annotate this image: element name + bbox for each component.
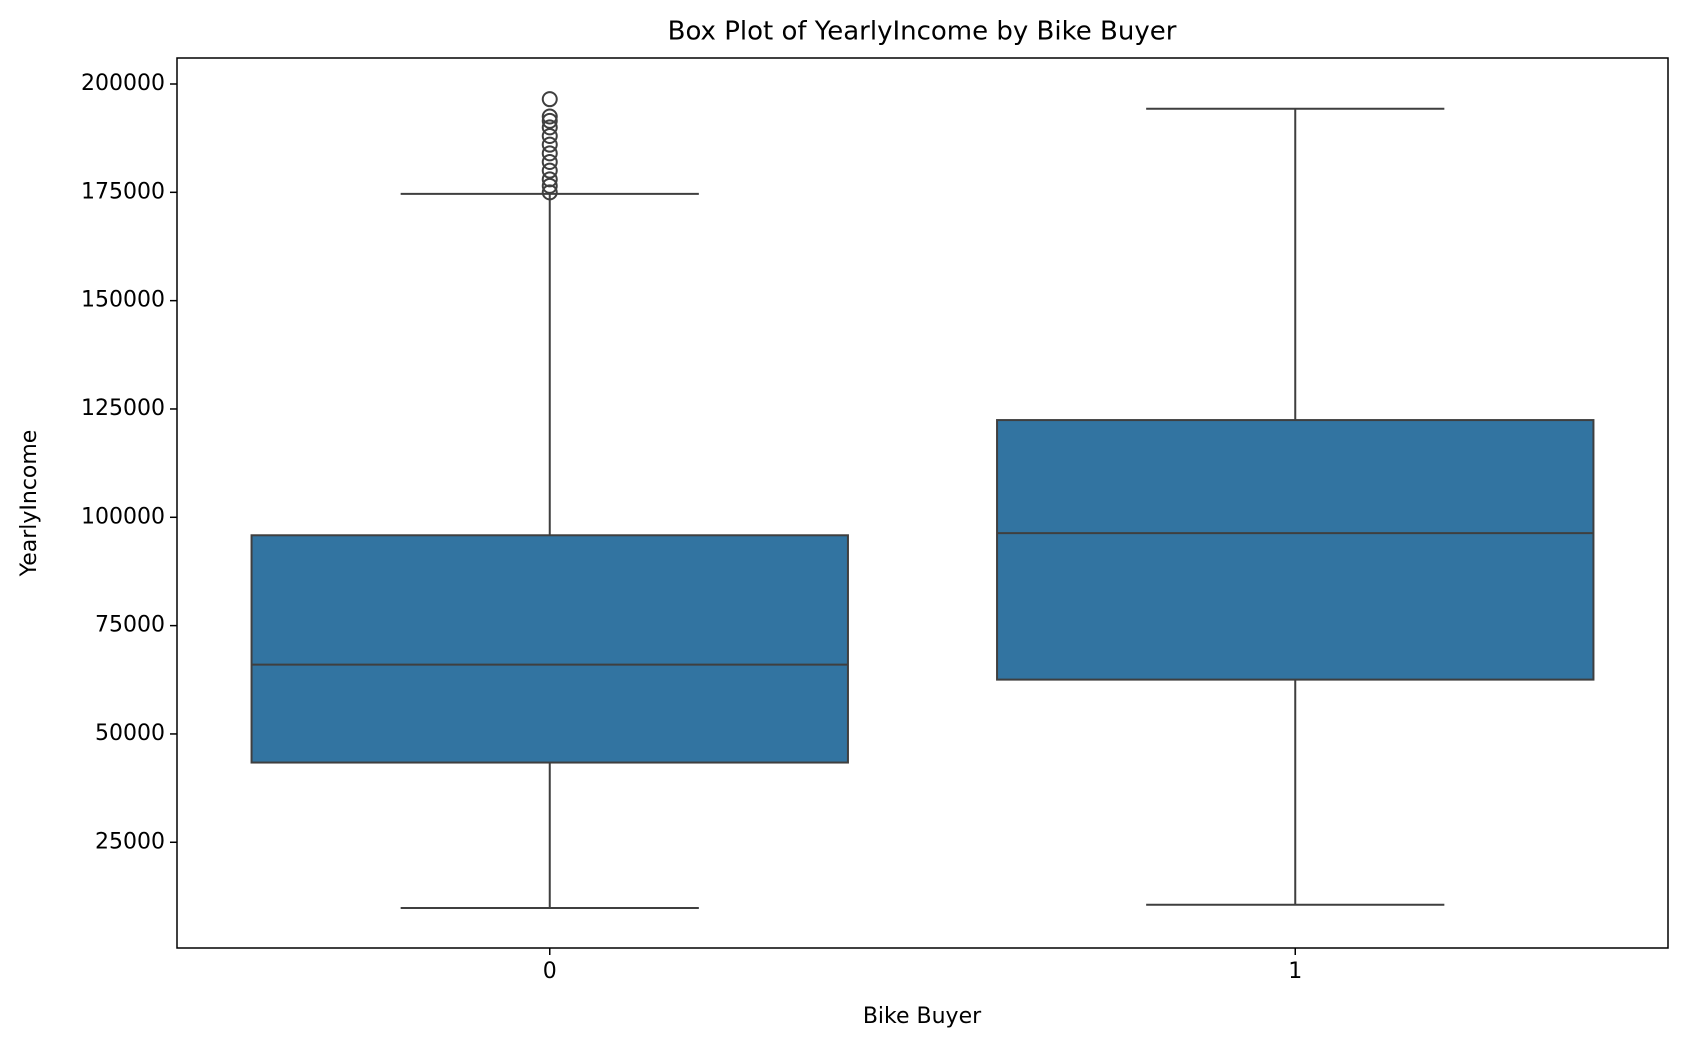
outlier: [541, 162, 558, 179]
y-axis-label: YearlyIncome: [17, 430, 42, 578]
y-tick-label: 200000: [81, 71, 165, 96]
outlier: [541, 108, 558, 125]
outlier: [541, 184, 558, 201]
y-tick-label: 150000: [81, 288, 165, 313]
y-tick-label: 75000: [95, 613, 165, 638]
y-tick-label: 125000: [81, 396, 165, 421]
y-tick-label: 50000: [95, 721, 165, 746]
x-axis-label: Bike Buyer: [863, 1004, 982, 1029]
x-tick-label: 1: [1288, 959, 1302, 984]
outlier: [541, 177, 558, 194]
y-tick-label: 175000: [81, 179, 165, 204]
y-tick-label: 25000: [95, 829, 165, 854]
outlier: [541, 127, 558, 144]
y-tick-label: 100000: [81, 504, 165, 529]
outlier: [541, 119, 558, 136]
chart-title: Box Plot of YearlyIncome by Bike Buyer: [668, 17, 1177, 47]
box: [996, 419, 1595, 681]
x-tick-label: 0: [543, 959, 557, 984]
outlier: [541, 91, 558, 108]
outlier: [541, 153, 558, 170]
outlier: [541, 112, 558, 129]
outlier: [541, 136, 558, 153]
box: [250, 534, 849, 764]
outlier: [541, 145, 558, 162]
outlier: [541, 171, 558, 188]
plot-frame: [176, 57, 1669, 949]
